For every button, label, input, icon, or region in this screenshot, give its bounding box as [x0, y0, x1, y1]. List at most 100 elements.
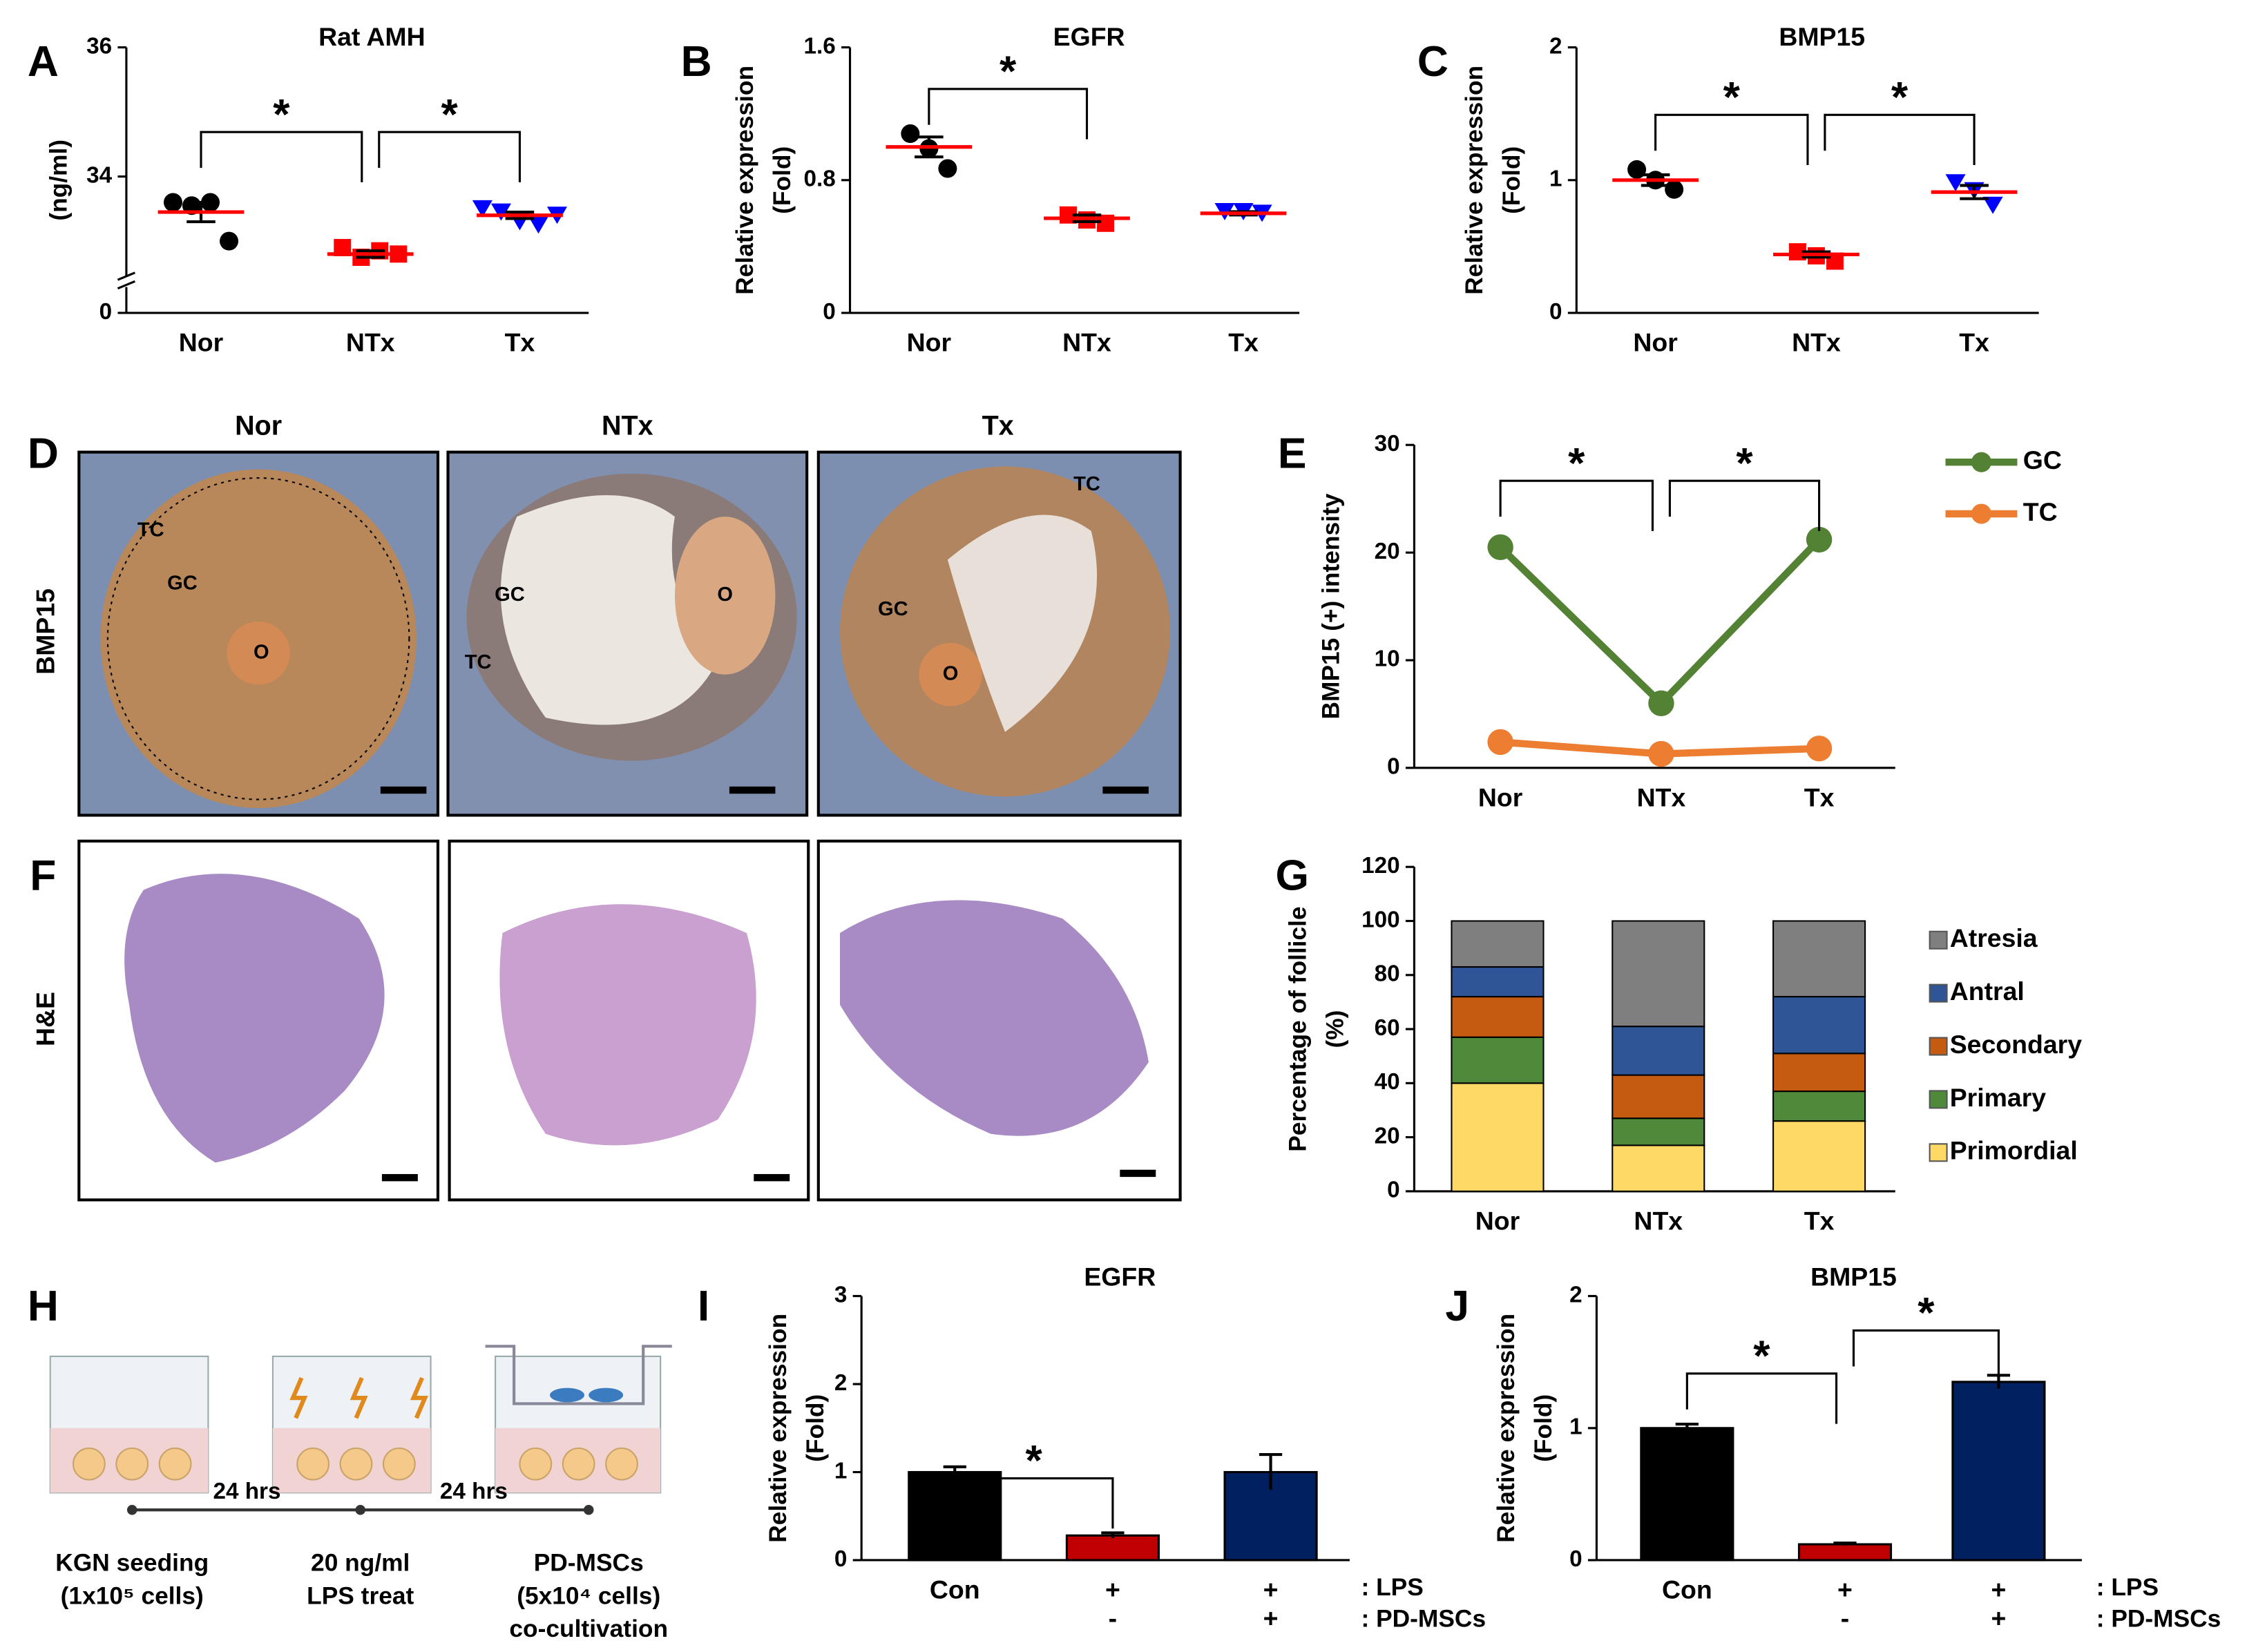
significance-bracket [378, 131, 522, 182]
significance-bracket [1824, 113, 1976, 165]
protocol-diagram [49, 1345, 672, 1515]
y-tick-label: 0 [834, 1546, 848, 1572]
cell-label: GC [495, 584, 525, 606]
panel-letter: A [28, 38, 59, 86]
column-label: Tx [982, 411, 1014, 441]
significance-bracket [1668, 479, 1821, 531]
bar-segment [1451, 966, 1545, 998]
oocyte [227, 621, 290, 685]
lps-icon [289, 1376, 428, 1419]
tissue [499, 904, 756, 1146]
y-tick-label: 1.6 [804, 33, 836, 59]
panel-letter: C [1417, 38, 1448, 86]
column-label: Nor [235, 411, 282, 441]
axis-label: BMP15 [30, 588, 59, 675]
bar-segment [1772, 1091, 1866, 1122]
y-tick-label: 0 [1549, 299, 1562, 325]
step-label: PD-MSCs [534, 1550, 644, 1577]
x-tick-label: NTx [1062, 328, 1111, 357]
row-label: : LPS [1361, 1574, 1424, 1601]
significance-label: * [273, 91, 290, 139]
point [1487, 534, 1513, 561]
y-tick-label: 0 [823, 299, 836, 325]
axis-label: Relative expression [765, 1314, 792, 1543]
axis-label: Relative expression [1493, 1314, 1520, 1543]
point [938, 159, 957, 178]
y-tick-label: 0 [1387, 754, 1400, 780]
x-tick-label: Nor [1478, 782, 1522, 811]
significance-bracket [1499, 479, 1654, 531]
x-tick-label: Nor [1633, 328, 1677, 357]
cell-label: O [717, 584, 733, 606]
point [1648, 690, 1674, 717]
bar-segment [1772, 996, 1866, 1055]
step-label: KGN seeding [55, 1550, 209, 1577]
point [901, 124, 920, 144]
significance-label: * [1568, 440, 1585, 488]
step-label: LPS treat [307, 1582, 414, 1609]
y-tick-label: 1 [834, 1458, 848, 1483]
y-tick-label: 0 [99, 299, 113, 325]
bar-segment [1612, 920, 1705, 1028]
chart-title: EGFR [1053, 22, 1125, 51]
chart-title: Rat AMH [318, 22, 425, 51]
oocyte [919, 643, 982, 707]
error-bar [1675, 1422, 1699, 1432]
point [1945, 174, 1966, 192]
bar-segment [1612, 1117, 1705, 1146]
msc [550, 1387, 584, 1403]
axis-label: Relative expression [1461, 66, 1488, 295]
significance-label: * [1000, 48, 1017, 96]
significance-label: * [1025, 1437, 1042, 1485]
x-tick-label: + [1991, 1604, 2006, 1633]
step-label: 20 ng/ml [311, 1550, 410, 1577]
axis-label: H&E [30, 992, 59, 1046]
y-tick-label: 20 [1375, 539, 1400, 564]
bar-segment [1772, 1120, 1866, 1192]
axis-label: (Fold) [1498, 146, 1525, 214]
y-tick-label: 0 [1569, 1546, 1583, 1572]
panel-letter: G [1275, 852, 1309, 899]
scale-bar [729, 786, 776, 794]
y-tick-label: 120 [1361, 853, 1399, 878]
step-label: (5x10⁴ cells) [517, 1582, 660, 1609]
y-tick-label: 3 [834, 1282, 848, 1307]
bar-segment [1772, 1053, 1866, 1093]
axis-label: Percentage of follicle [1284, 906, 1311, 1151]
x-tick-label: NTx [1792, 328, 1841, 357]
axis-label: (Fold) [769, 146, 796, 214]
antrum [500, 494, 718, 725]
legend-swatch [1929, 1143, 1948, 1162]
y-tick-label: 34 [86, 162, 112, 188]
step-label: (1x10⁵ cells) [61, 1582, 204, 1609]
chart-title: EGFR [1084, 1262, 1156, 1291]
scale-bar [1102, 786, 1149, 794]
point [220, 231, 239, 251]
cell-label: GC [167, 573, 198, 595]
axis-label: (Fold) [802, 1394, 829, 1462]
point [490, 203, 511, 221]
x-tick-label: - [1841, 1604, 1849, 1633]
legend-label: GC [2023, 445, 2062, 474]
point [1648, 740, 1674, 767]
y-tick-label: 36 [86, 33, 112, 59]
x-tick-label: NTx [346, 328, 395, 357]
axis-label: Relative expression [732, 66, 758, 295]
significance-label: * [441, 91, 458, 139]
interval-label: 24 hrs [440, 1479, 508, 1504]
bar [1065, 1534, 1160, 1562]
panel-letter: D [28, 430, 59, 477]
series-line [1498, 537, 1822, 709]
chart-title: BMP15 [1779, 22, 1865, 51]
y-tick-label: 2 [1569, 1282, 1583, 1307]
axis-label: (Fold) [1530, 1394, 1557, 1462]
legend-marker [1971, 503, 1992, 524]
x-tick-label: + [1837, 1575, 1853, 1604]
bar [1797, 1543, 1893, 1562]
legend-swatch [1929, 1090, 1948, 1109]
panel-letter: E [1278, 430, 1307, 477]
chart-title: BMP15 [1810, 1262, 1897, 1291]
error-bar [1833, 1541, 1857, 1546]
significance-bracket [1654, 113, 1809, 165]
